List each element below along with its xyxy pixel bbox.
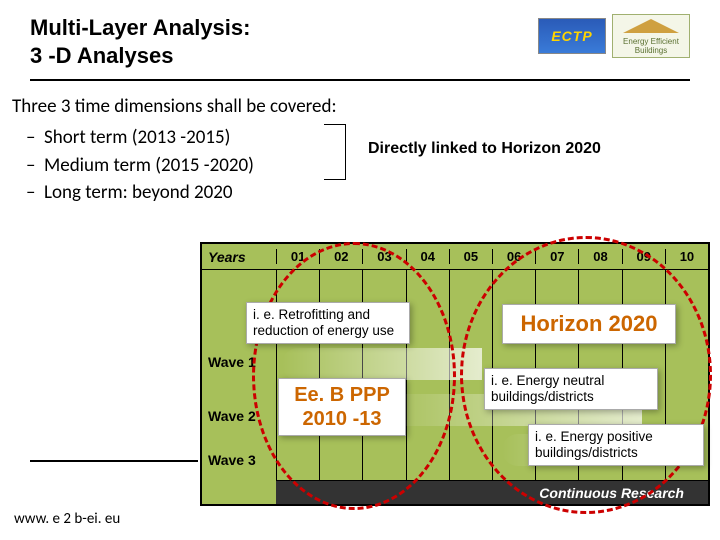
ectp-logo-text: ECTP — [551, 28, 592, 44]
years-label: Years — [202, 249, 276, 265]
intro-text: Three 3 time dimensions shall be covered… — [12, 95, 710, 118]
bullet-list: Short term (2013 -2015) Medium term (201… — [10, 124, 710, 207]
bracket-icon — [324, 124, 346, 180]
e2b-logo-subtext: Energy Efficient Buildings — [613, 37, 689, 55]
year-10: 10 — [665, 249, 708, 264]
horizon-2020-callout: Horizon 2020 — [502, 304, 676, 344]
logo-group: ECTP E2B Energy Efficient Buildings — [538, 14, 690, 58]
lower-divider — [30, 460, 198, 462]
eeb-line1: Ee. B PPP — [283, 383, 401, 407]
horizon-linked-text: Directly linked to Horizon 2020 — [368, 140, 601, 158]
slide-header: Multi-Layer Analysis: 3 -D Analyses ECTP… — [0, 0, 720, 73]
title-block: Multi-Layer Analysis: 3 -D Analyses — [30, 14, 538, 69]
energy-positive-callout: i. e. Energy positive buildings/district… — [528, 424, 704, 466]
slide-title-line2: 3 -D Analyses — [30, 42, 538, 70]
eeb-line2: 2010 -13 — [283, 407, 401, 431]
retrofit-callout: i. e. Retrofitting and reduction of ener… — [246, 302, 410, 344]
e2b-logo-icon: E2B Energy Efficient Buildings — [612, 14, 690, 58]
bullet-long-term: Long term: beyond 2020 — [44, 179, 710, 207]
slide-title-line1: Multi-Layer Analysis: — [30, 14, 538, 42]
dashed-oval-left-icon — [252, 242, 456, 510]
energy-neutral-callout: i. e. Energy neutral buildings/districts — [484, 368, 658, 410]
ectp-logo-icon: ECTP — [538, 18, 606, 54]
footer-url: www. e 2 b-ei. eu — [14, 510, 120, 528]
roof-icon — [623, 19, 679, 33]
year-04: 04 — [406, 249, 449, 264]
eeb-ppp-callout: Ee. B PPP 2010 -13 — [278, 378, 406, 436]
content-area: Three 3 time dimensions shall be covered… — [0, 81, 720, 207]
year-05: 05 — [449, 249, 492, 264]
wave3-label: Wave 3 — [202, 438, 276, 482]
